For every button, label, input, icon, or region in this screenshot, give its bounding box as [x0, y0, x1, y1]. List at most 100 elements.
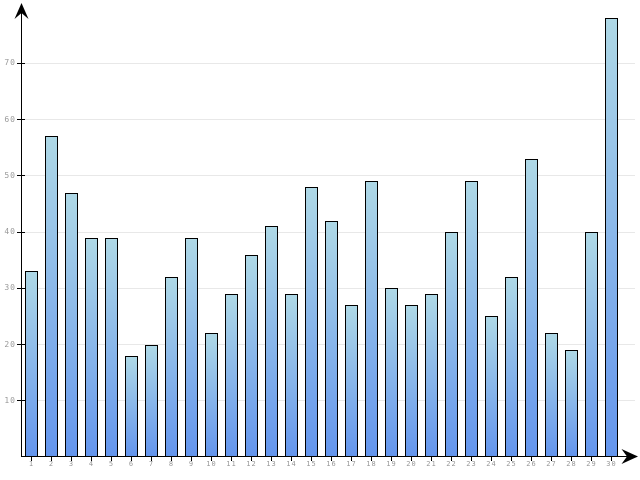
x-tick-label: 21 [426, 460, 437, 468]
bar [545, 333, 558, 457]
x-tick [611, 457, 612, 461]
x-tick [591, 457, 592, 461]
bar [385, 288, 398, 457]
bar [485, 316, 498, 457]
x-tick-label: 6 [128, 460, 135, 468]
x-tick [471, 457, 472, 461]
bar [505, 277, 518, 457]
x-tick [111, 457, 112, 461]
bar [125, 355, 138, 457]
x-tick [431, 457, 432, 461]
x-tick-label: 25 [506, 460, 517, 468]
x-tick-label: 28 [566, 460, 577, 468]
x-tick [551, 457, 552, 461]
x-tick [511, 457, 512, 461]
bar [565, 350, 578, 457]
bar [165, 277, 178, 457]
gridline [22, 62, 635, 64]
x-tick [251, 457, 252, 461]
x-axis [21, 456, 631, 457]
y-tick-label: 10 [4, 395, 16, 405]
bar [585, 232, 598, 457]
x-tick [571, 457, 572, 461]
x-tick-label: 3 [68, 460, 75, 468]
bar [225, 293, 238, 457]
bar [25, 271, 38, 457]
x-tick-label: 30 [606, 460, 617, 468]
x-tick [391, 457, 392, 461]
y-tick-label: 40 [4, 227, 16, 236]
x-tick [311, 457, 312, 461]
x-tick-label: 14 [286, 460, 297, 468]
x-tick-label: 1 [28, 460, 35, 468]
x-tick [531, 457, 532, 461]
x-tick-label: 8 [168, 460, 175, 468]
bar [85, 237, 98, 457]
x-tick [131, 457, 132, 461]
x-tick [231, 457, 232, 461]
x-tick [151, 457, 152, 461]
bar [325, 220, 338, 457]
bar [205, 333, 218, 457]
x-tick-label: 22 [446, 460, 457, 468]
bar [445, 232, 458, 457]
y-tick-label: 30 [4, 283, 16, 293]
x-tick-label: 24 [486, 460, 497, 468]
x-tick [331, 457, 332, 461]
x-tick-label: 11 [226, 460, 237, 468]
bar [405, 305, 418, 457]
x-tick [51, 457, 52, 461]
x-tick-label: 27 [546, 460, 557, 468]
bar [185, 237, 198, 457]
y-tick-label: 60 [4, 114, 16, 124]
x-tick [191, 457, 192, 461]
x-tick-label: 12 [246, 460, 257, 468]
bar [285, 293, 298, 457]
x-tick-label: 20 [406, 460, 417, 468]
gridline [22, 119, 635, 120]
bar [145, 344, 158, 457]
bar [605, 18, 618, 457]
bar [425, 293, 438, 457]
x-tick-label: 15 [306, 460, 317, 468]
x-tick-label: 18 [366, 460, 377, 468]
x-tick-label: 5 [108, 460, 115, 468]
y-tick-label: 50 [4, 170, 16, 180]
x-tick [271, 457, 272, 461]
bar [245, 254, 258, 457]
x-tick-label: 13 [266, 460, 277, 468]
y-tick-label: 20 [4, 339, 16, 349]
bar [525, 158, 538, 457]
bar [105, 237, 118, 457]
x-tick [31, 457, 32, 461]
y-axis [21, 10, 22, 457]
x-tick-label: 2 [48, 460, 55, 468]
bar [265, 226, 278, 457]
x-tick-label: 17 [346, 460, 357, 468]
x-tick [211, 457, 212, 461]
x-tick [291, 457, 292, 461]
x-tick [351, 457, 352, 461]
x-tick-label: 7 [148, 460, 155, 468]
bar [345, 305, 358, 457]
x-tick [91, 457, 92, 461]
gridline [22, 175, 635, 177]
x-tick-label: 23 [466, 460, 477, 468]
x-tick-label: 16 [326, 460, 337, 468]
bar [65, 192, 78, 457]
x-tick-label: 26 [526, 460, 537, 468]
x-tick [171, 457, 172, 461]
x-tick [71, 457, 72, 461]
y-tick-label: 70 [4, 58, 16, 68]
bar [45, 136, 58, 457]
x-tick [451, 457, 452, 461]
x-tick-label: 29 [586, 460, 597, 468]
bar [365, 181, 378, 457]
x-tick [371, 457, 372, 461]
x-tick-label: 4 [88, 460, 95, 468]
bar [305, 187, 318, 457]
x-tick-label: 19 [386, 460, 397, 468]
x-tick-label: 10 [206, 460, 217, 468]
bar [465, 181, 478, 457]
